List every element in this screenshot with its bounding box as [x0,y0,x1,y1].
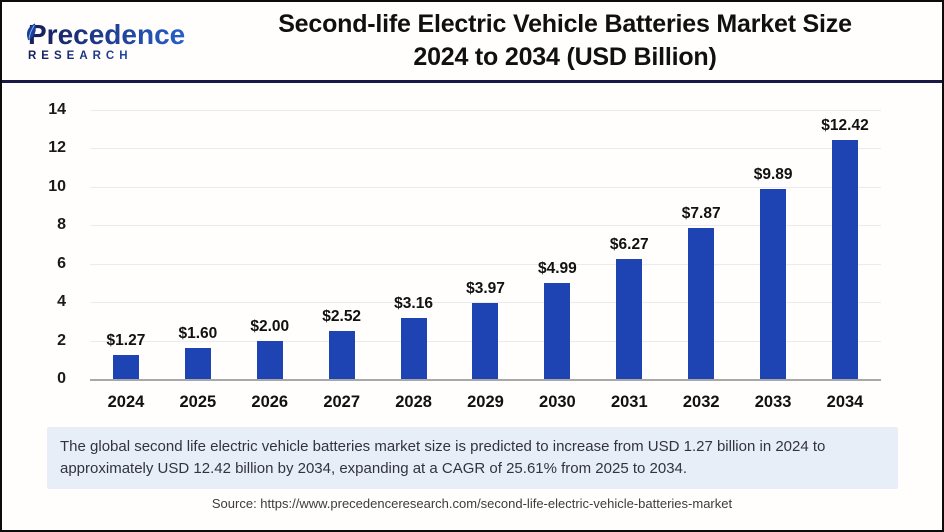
bar [112,354,139,379]
bar-column: $6.27 [593,110,665,379]
x-tick-label: 2033 [754,393,792,411]
x-tick-label: 2028 [395,393,432,411]
gridline [90,110,881,111]
bar-value-label: $7.87 [681,204,721,222]
gridline [90,225,881,227]
y-axis: 0 2 4 6 8 10 12 14 [2,101,78,387]
y-tick-label: 8 [57,216,66,234]
chart-title: Second-life Electric Vehicle Batteries M… [214,8,942,75]
bar-value-label: $3.97 [466,279,505,297]
x-tick-label: 2034 [826,393,864,411]
gridline [90,302,881,304]
y-tick-label: 2 [57,331,66,349]
x-tick-label: 2029 [467,393,504,411]
x-tick-label: 2031 [610,393,648,411]
bar-value-label: $1.27 [106,331,146,349]
bar [256,340,283,379]
y-tick-label: 0 [57,370,66,387]
y-tick-label: 14 [48,101,66,118]
chart-title-line1: Second-life Electric Vehicle Batteries M… [278,9,852,38]
x-tick-label: 2024 [107,393,145,411]
gridline [90,148,881,150]
bar-column: $3.97 [450,110,522,379]
bar [616,258,643,379]
bar-chart: 0 2 4 6 8 10 12 14 $1.27 $1.60 $2.00 $2.52 $3.16 $3.… [2,83,942,417]
gridline [90,186,881,188]
bar [400,318,427,379]
bar-value-label: $9.89 [753,165,793,183]
bar-value-label: $6.27 [609,235,649,253]
bar [544,283,571,379]
y-tick-label: 6 [57,254,66,272]
bar [328,330,355,379]
source-line: Source: https://www.precedenceresearch.c… [211,495,733,511]
bar [760,188,787,379]
leaf-icon [26,23,36,41]
chart-title-line2: 2024 to 2034 (USD Billion) [413,43,717,71]
plot-area: $1.27 $1.60 $2.00 $2.52 $3.16 $3.97 $4.99 $6.27… [90,110,881,381]
x-tick-label: 2032 [682,393,720,411]
bar-column: $9.89 [737,110,809,379]
summary-note: The global second life electric vehicle … [47,427,898,489]
x-axis: 2024 2025 2026 2027 2028 2029 2030 2031 2032 2033… [90,387,881,417]
precedence-logo: Precedence RESEARCH [2,19,214,62]
bar-column: $12.42 [809,110,881,379]
x-tick-label: 2030 [539,393,576,411]
bar [688,227,715,379]
logo-subtitle: RESEARCH [28,50,214,62]
bar-column: $1.27 [90,110,162,379]
bar-value-label: $1.60 [178,325,218,343]
bar-column: $2.52 [306,110,378,379]
bar-value-label: $2.00 [250,317,290,335]
header: Precedence RESEARCH Second-life Electric… [2,2,942,83]
bar-column: $2.00 [234,110,306,379]
x-tick-label: 2026 [251,393,289,411]
bar-column: $3.16 [378,110,450,379]
bar-column: $1.60 [162,110,234,379]
gridline [90,379,881,381]
bar-value-label: $3.16 [394,295,433,313]
bar-column: $7.87 [665,110,737,379]
bar [472,302,499,379]
logo-wordmark: Precedence [28,19,214,49]
bar-value-label: $12.42 [821,117,869,135]
gridline [90,263,881,265]
bar [832,140,859,379]
bars-row: $1.27 $1.60 $2.00 $2.52 $3.16 $3.97 $4.99 $6.27… [90,110,881,379]
y-tick-label: 12 [48,139,66,157]
bar-column: $4.99 [521,110,593,379]
y-tick-label: 4 [57,293,66,311]
bar-value-label: $2.52 [322,307,362,325]
y-tick-label: 10 [48,177,66,195]
x-tick-label: 2027 [323,393,361,411]
bar [184,348,211,379]
x-tick-label: 2025 [179,393,217,411]
bar-value-label: $4.99 [537,260,577,278]
